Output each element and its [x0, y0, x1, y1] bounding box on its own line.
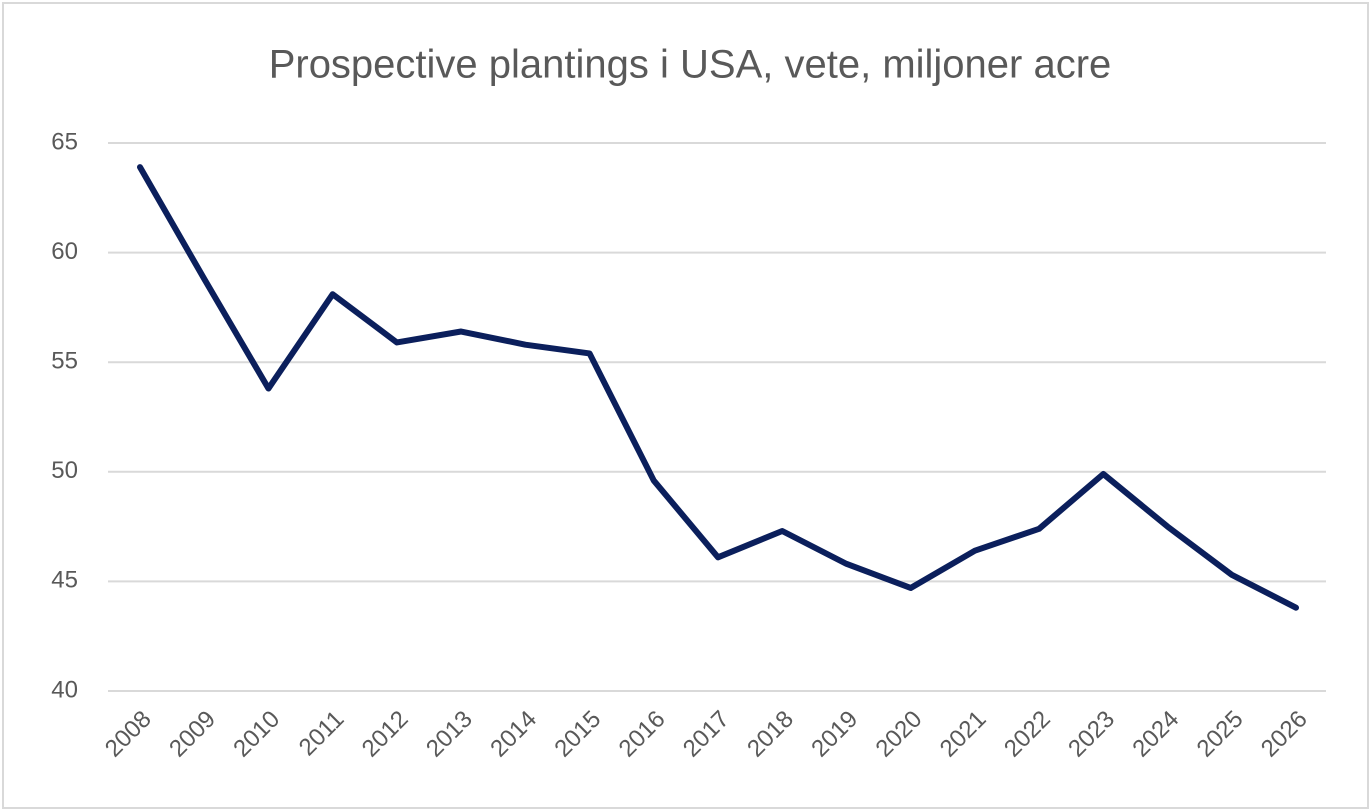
y-tick-label: 60 — [51, 238, 78, 265]
y-tick-label: 50 — [51, 457, 78, 484]
y-tick-label: 45 — [51, 567, 78, 594]
y-tick-label: 65 — [51, 128, 78, 155]
y-tick-label: 55 — [51, 348, 78, 375]
line-series — [137, 164, 1299, 611]
y-tick-label: 40 — [51, 676, 78, 703]
chart-title: Prospective plantings i USA, vete, miljo… — [269, 43, 1112, 87]
